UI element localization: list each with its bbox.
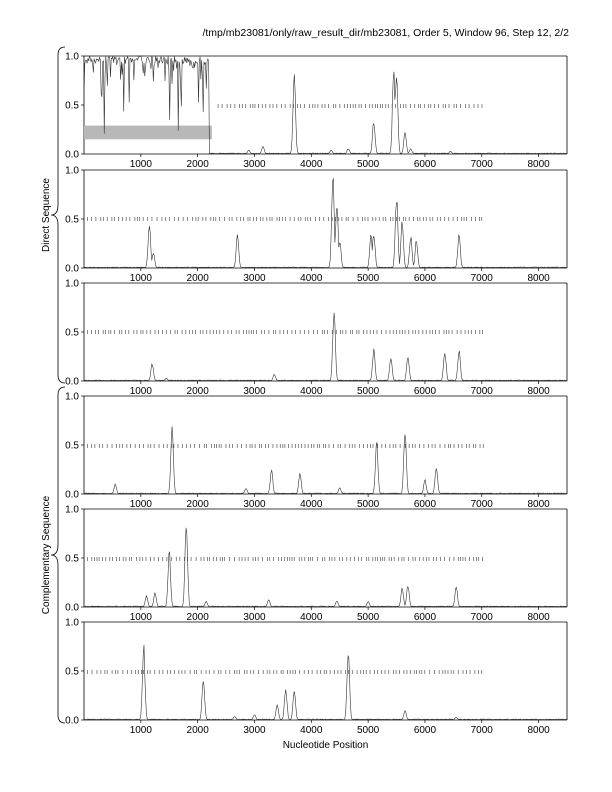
series-line xyxy=(83,55,568,154)
figure-header: /tmp/mb23081/only/raw_result_dir/mb23081… xyxy=(202,27,569,39)
x-tick-label: 1000 xyxy=(130,612,153,623)
panel-3: 0.0 0.5 1.0 1000 2000 3000 4000 5000 6000 7000 800… xyxy=(65,279,568,397)
x-tick-label: 2000 xyxy=(187,273,210,284)
direct-sequence-label: Direct Sequence xyxy=(41,178,52,252)
x-tick-label: 7000 xyxy=(471,612,494,623)
x-tick-label: 2000 xyxy=(187,499,210,510)
y-tick-label: 0.5 xyxy=(65,215,79,226)
direct-sequence-brace xyxy=(50,46,66,384)
x-tick-label: 7000 xyxy=(471,273,494,284)
complementary-sequence-brace xyxy=(50,386,66,724)
x-axis-label: Nucleotide Position xyxy=(283,740,369,751)
y-tick-label: 1.0 xyxy=(65,279,79,290)
y-tick-label: 0.0 xyxy=(65,377,79,388)
x-tick-label: 3000 xyxy=(243,499,266,510)
complementary-sequence-label: Complementary Sequence xyxy=(41,495,52,614)
y-tick-label: 0.5 xyxy=(65,554,79,565)
panels: 0.0 0.5 1.0 1000 2000 3000 4000 5000 6000 7000 800… xyxy=(65,52,568,751)
x-tick-label: 7000 xyxy=(471,386,494,397)
y-tick-label: 0.0 xyxy=(65,603,79,614)
x-tick-label: 5000 xyxy=(357,612,380,623)
x-tick-label: 8000 xyxy=(527,386,550,397)
x-tick-label: 8000 xyxy=(527,499,550,510)
x-tick-label: 8000 xyxy=(527,273,550,284)
x-tick-label: 1000 xyxy=(130,725,153,736)
x-tick-label: 6000 xyxy=(414,612,437,623)
y-tick-label: 0.0 xyxy=(65,716,79,727)
y-tick-label: 0.5 xyxy=(65,328,79,339)
x-tick-label: 5000 xyxy=(357,386,380,397)
panel-5: 0.0 0.5 1.0 1000 2000 3000 4000 5000 6000 7000 800… xyxy=(65,505,568,623)
x-tick-label: 6000 xyxy=(414,159,437,170)
y-tick-label: 0.0 xyxy=(65,490,79,501)
y-tick-label: 1.0 xyxy=(65,618,79,629)
x-tick-label: 8000 xyxy=(527,612,550,623)
x-tick-label: 4000 xyxy=(300,273,323,284)
x-tick-label: 5000 xyxy=(357,159,380,170)
x-tick-label: 7000 xyxy=(471,499,494,510)
x-tick-label: 2000 xyxy=(187,386,210,397)
y-tick-label: 1.0 xyxy=(65,505,79,516)
x-tick-label: 6000 xyxy=(414,499,437,510)
x-tick-label: 2000 xyxy=(187,612,210,623)
y-tick-label: 1.0 xyxy=(65,52,79,63)
x-tick-label: 1000 xyxy=(130,273,153,284)
x-tick-label: 1000 xyxy=(130,159,153,170)
x-tick-label: 8000 xyxy=(527,725,550,736)
x-tick-label: 1000 xyxy=(130,386,153,397)
x-tick-label: 3000 xyxy=(243,159,266,170)
x-tick-label: 2000 xyxy=(187,725,210,736)
series-line xyxy=(83,644,568,720)
y-tick-label: 1.0 xyxy=(65,392,79,403)
x-tick-label: 4000 xyxy=(300,386,323,397)
x-tick-label: 3000 xyxy=(243,386,266,397)
highlight-band xyxy=(84,125,212,140)
x-tick-label: 5000 xyxy=(357,499,380,510)
x-tick-label: 4000 xyxy=(300,612,323,623)
panel-6: 0.0 0.5 1.0 1000 2000 3000 4000 5000 6000 7000 800… xyxy=(65,618,568,751)
x-tick-label: 5000 xyxy=(357,725,380,736)
x-tick-label: 2000 xyxy=(187,159,210,170)
x-tick-label: 5000 xyxy=(357,273,380,284)
panel-1: 0.0 0.5 1.0 1000 2000 3000 4000 5000 6000 7000 800… xyxy=(65,52,568,170)
x-tick-label: 4000 xyxy=(300,499,323,510)
x-tick-label: 1000 xyxy=(130,499,153,510)
x-tick-label: 6000 xyxy=(414,725,437,736)
series-line xyxy=(83,178,568,268)
y-tick-label: 1.0 xyxy=(65,166,79,177)
x-tick-label: 6000 xyxy=(414,273,437,284)
y-tick-label: 0.5 xyxy=(65,101,79,112)
panel-4: 0.0 0.5 1.0 1000 2000 3000 4000 5000 6000 7000 800… xyxy=(65,392,568,510)
series-line xyxy=(83,426,568,494)
x-tick-label: 6000 xyxy=(414,386,437,397)
x-tick-label: 7000 xyxy=(471,159,494,170)
x-tick-label: 7000 xyxy=(471,725,494,736)
x-tick-label: 3000 xyxy=(243,273,266,284)
panel-2: 0.0 0.5 1.0 1000 2000 3000 4000 5000 6000 7000 800… xyxy=(65,166,568,284)
y-tick-label: 0.0 xyxy=(65,150,79,161)
x-tick-label: 3000 xyxy=(243,725,266,736)
series-line xyxy=(83,527,567,607)
y-tick-label: 0.0 xyxy=(65,264,79,275)
series-line xyxy=(83,312,568,381)
y-tick-label: 0.5 xyxy=(65,441,79,452)
y-tick-label: 0.5 xyxy=(65,667,79,678)
x-tick-label: 8000 xyxy=(527,159,550,170)
x-tick-label: 4000 xyxy=(300,159,323,170)
x-tick-label: 4000 xyxy=(300,725,323,736)
x-tick-label: 3000 xyxy=(243,612,266,623)
